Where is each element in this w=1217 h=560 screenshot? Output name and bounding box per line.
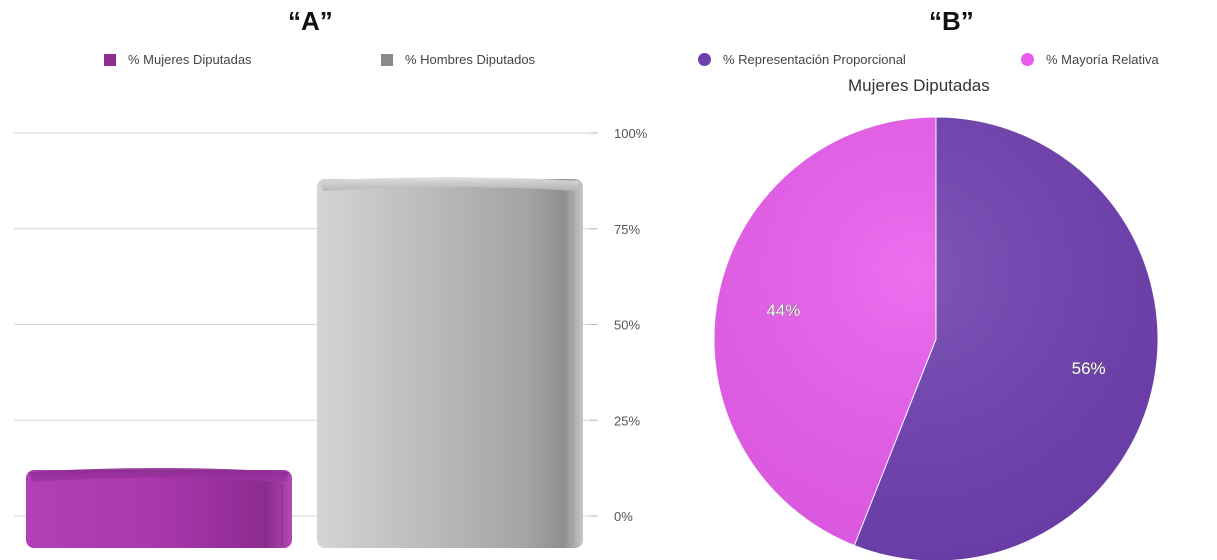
bar-top-bevel [29,468,289,483]
legend-dot-mayoria [1021,53,1034,66]
y-tick-label: 25% [614,413,640,428]
legend-label-hombres: % Hombres Diputados [405,52,536,67]
panel-label-b: “B” [929,6,974,36]
bar [317,178,583,548]
legend-item-hombres: % Hombres Diputados [381,52,535,67]
pie-title: Mujeres Diputadas [848,76,990,95]
y-tick-label: 50% [614,318,640,333]
y-tick-label: 100% [614,126,648,141]
y-tick-label: 75% [614,222,640,237]
legend-label-mayoria: % Mayoría Relativa [1046,52,1159,67]
legend-item-representacion: % Representación Proporcional [698,52,906,67]
bar [26,470,292,548]
legend-swatch-mujeres [104,53,116,66]
legend-item-mujeres: % Mujeres Diputadas [104,52,252,67]
pie-slice-label: 44% [766,301,800,320]
legend-label-mujeres: % Mujeres Diputadas [128,52,252,67]
bar-chart: 0% 25% 50% 75% 100% [14,126,648,548]
pie-slice-label: 56% [1072,359,1106,378]
bar-chart-panel: “A” % Mujeres Diputadas % Hombres Diputa… [14,6,648,548]
legend-label-representacion: % Representación Proporcional [723,52,906,67]
legend-item-mayoria: % Mayoría Relativa [1021,52,1159,67]
pie-chart-panel: “B” % Representación Proporcional % Mayo… [680,0,1217,560]
bar-top-bevel [320,176,580,191]
legend-swatch-hombres [381,53,393,66]
legend-dot-representacion [698,53,711,66]
pie-chart: 56% 44% [713,116,1159,560]
panel-label-a: “A” [288,6,333,36]
y-tick-label: 0% [614,509,633,524]
